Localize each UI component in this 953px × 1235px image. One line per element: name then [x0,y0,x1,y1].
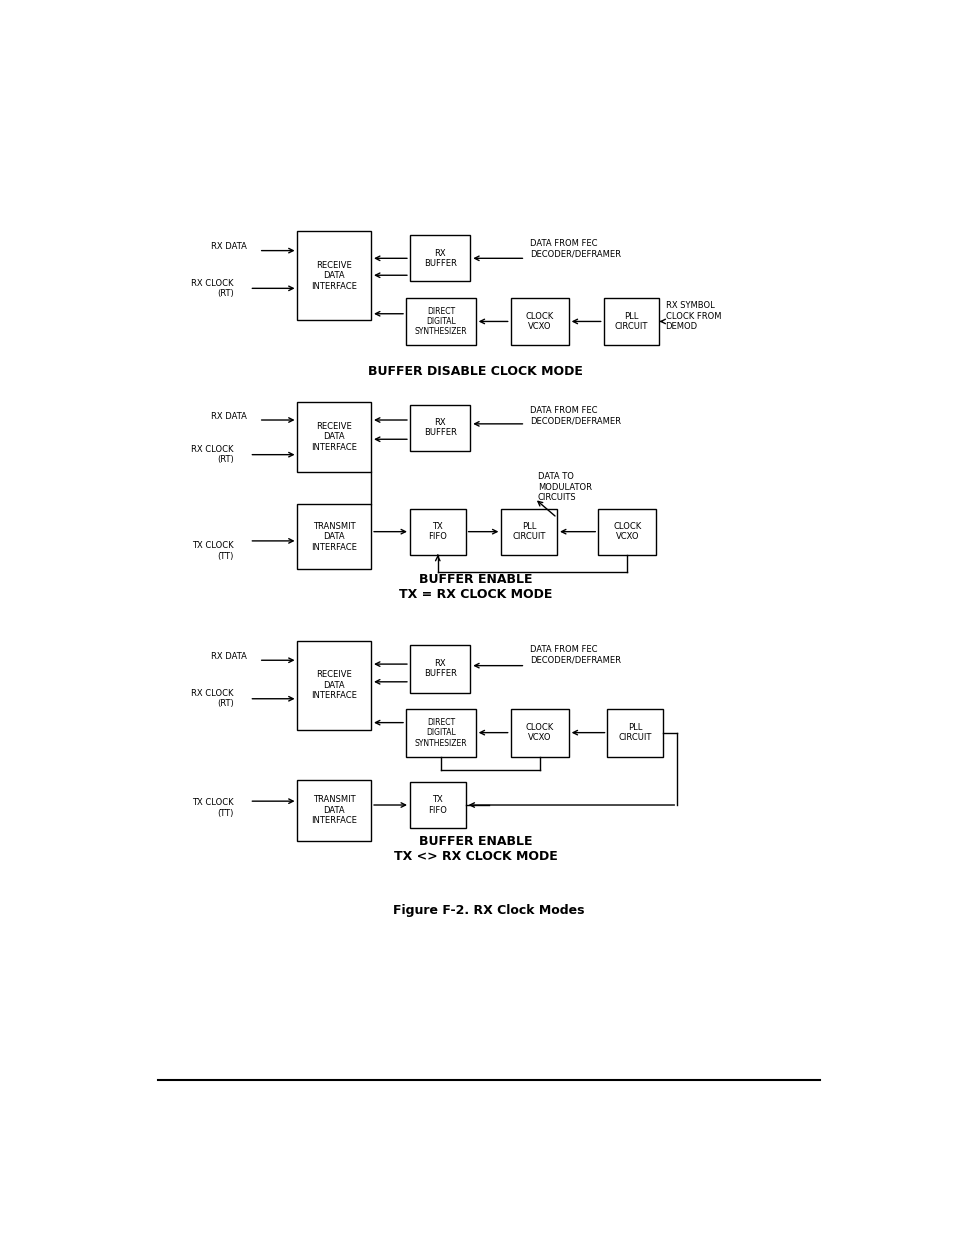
Bar [297,641,371,730]
Text: PLL
CIRCUIT: PLL CIRCUIT [614,311,647,331]
Text: TX
FIFO: TX FIFO [428,795,447,815]
Text: RX CLOCK
(RT): RX CLOCK (RT) [192,279,233,298]
Bar [598,509,656,555]
Bar [406,709,476,757]
Text: TRANSMIT
DATA
INTERFACE: TRANSMIT DATA INTERFACE [311,521,356,552]
Bar [410,645,470,693]
Text: DATA TO
MODULATOR
CIRCUITS: DATA TO MODULATOR CIRCUITS [537,472,591,501]
Text: TX CLOCK
(TT): TX CLOCK (TT) [193,541,233,561]
Text: DIRECT
DIGITAL
SYNTHESIZER: DIRECT DIGITAL SYNTHESIZER [415,718,467,747]
Text: TX
FIFO: TX FIFO [428,522,447,541]
Text: TRANSMIT
DATA
INTERFACE: TRANSMIT DATA INTERFACE [311,795,356,825]
Text: RX CLOCK
(RT): RX CLOCK (RT) [192,689,233,709]
Bar [607,709,662,757]
Bar [410,405,470,451]
Text: CLOCK
VCXO: CLOCK VCXO [613,522,640,541]
Bar [297,231,371,320]
Text: DIRECT
DIGITAL
SYNTHESIZER: DIRECT DIGITAL SYNTHESIZER [415,306,467,336]
Text: CLOCK
VCXO: CLOCK VCXO [525,722,554,742]
Bar [410,235,470,282]
Bar [406,299,476,345]
Bar [410,782,465,829]
Text: PLL
CIRCUIT: PLL CIRCUIT [618,722,652,742]
Text: RX
BUFFER: RX BUFFER [423,248,456,268]
Bar [297,504,371,569]
Text: RX SYMBOL
CLOCK FROM
DEMOD: RX SYMBOL CLOCK FROM DEMOD [665,301,720,331]
Bar [510,299,568,345]
Text: PLL
CIRCUIT: PLL CIRCUIT [512,522,545,541]
Bar [297,779,371,841]
Text: RX
BUFFER: RX BUFFER [423,417,456,437]
Bar [410,509,465,555]
Bar [500,509,557,555]
Bar [510,709,568,757]
Text: RX
BUFFER: RX BUFFER [423,659,456,678]
Text: RX DATA: RX DATA [211,242,247,251]
Text: CLOCK
VCXO: CLOCK VCXO [525,311,554,331]
Bar [297,403,371,472]
Text: RECEIVE
DATA
INTERFACE: RECEIVE DATA INTERFACE [311,261,356,290]
Text: RX DATA: RX DATA [211,411,247,421]
Text: DATA FROM FEC
DECODER/DEFRAMER: DATA FROM FEC DECODER/DEFRAMER [530,645,620,664]
Text: BUFFER DISABLE CLOCK MODE: BUFFER DISABLE CLOCK MODE [368,366,582,378]
Text: RECEIVE
DATA
INTERFACE: RECEIVE DATA INTERFACE [311,422,356,452]
Bar [603,299,659,345]
Text: BUFFER ENABLE
TX <> RX CLOCK MODE: BUFFER ENABLE TX <> RX CLOCK MODE [394,835,558,863]
Text: Figure F-2. RX Clock Modes: Figure F-2. RX Clock Modes [393,904,584,918]
Text: TX CLOCK
(TT): TX CLOCK (TT) [193,798,233,818]
Text: RX CLOCK
(RT): RX CLOCK (RT) [192,445,233,464]
Text: BUFFER ENABLE
TX = RX CLOCK MODE: BUFFER ENABLE TX = RX CLOCK MODE [398,573,552,601]
Text: DATA FROM FEC
DECODER/DEFRAMER: DATA FROM FEC DECODER/DEFRAMER [530,238,620,258]
Text: RX DATA: RX DATA [211,652,247,661]
Text: DATA FROM FEC
DECODER/DEFRAMER: DATA FROM FEC DECODER/DEFRAMER [530,406,620,426]
Text: RECEIVE
DATA
INTERFACE: RECEIVE DATA INTERFACE [311,671,356,700]
